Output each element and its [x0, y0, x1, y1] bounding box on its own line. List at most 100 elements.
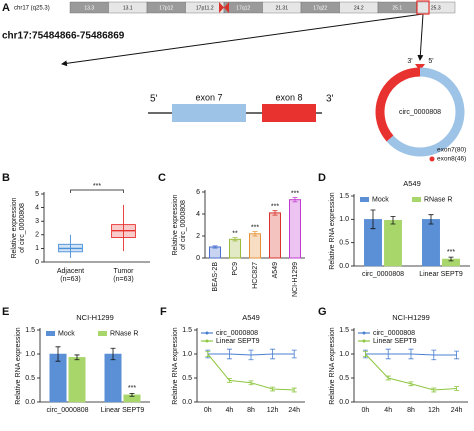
- error-bar: [370, 209, 376, 230]
- x-tick-label: 12h: [428, 407, 440, 414]
- y-tick-label: 1.5: [25, 327, 35, 334]
- band-label: 13.3: [84, 5, 94, 11]
- x-tick-label: 24h: [288, 407, 300, 414]
- x-tick-label: PC9: [232, 262, 239, 276]
- bar: [384, 220, 402, 267]
- circ-ring: [375, 67, 465, 157]
- legend-swatch: [412, 197, 421, 202]
- error-bar: [448, 256, 454, 262]
- error-bar: [248, 380, 254, 386]
- error-bar: [385, 375, 391, 381]
- legend-swatch: [429, 156, 435, 162]
- bar: [104, 353, 122, 403]
- legend-label: Linear SEPT9: [216, 338, 260, 345]
- panel-label: G: [318, 306, 327, 318]
- chart-title: A549: [403, 179, 421, 188]
- centromere: [219, 2, 229, 13]
- band-label: 24.2: [354, 5, 364, 11]
- error-bar: [248, 349, 254, 361]
- y-axis-label: of circ_0000808: [180, 200, 187, 250]
- y-tick-label: 1.5: [339, 327, 349, 334]
- bar: [249, 233, 261, 259]
- exon-box: [262, 104, 316, 122]
- circ-label: circ_0000808: [399, 109, 441, 116]
- error-bar: [292, 197, 298, 203]
- y-tick-label: 3: [35, 218, 39, 225]
- significance: ***: [128, 385, 136, 392]
- y-tick-label: 0.5: [339, 375, 349, 382]
- y-axis-label: Relative expression: [11, 197, 18, 258]
- bar: [229, 238, 241, 259]
- exon-label: exon 8: [275, 92, 302, 102]
- legend-swatch: [205, 339, 209, 343]
- legend-swatch: [362, 339, 366, 343]
- locus-marker: [416, 0, 430, 15]
- legend-label: Linear SEPT9: [373, 338, 417, 345]
- error-bar: [226, 348, 232, 360]
- legend-label: exon7(80): [437, 147, 466, 154]
- band-label: 17q12: [236, 5, 250, 11]
- significance: ***: [291, 190, 299, 197]
- panel-label: F: [160, 306, 167, 318]
- x-tick-label: Adjacent: [57, 268, 84, 275]
- error-bar: [454, 386, 460, 391]
- x-tick-label: NCI-H1299: [292, 262, 299, 297]
- band-label: 25.3: [431, 5, 441, 11]
- y-tick-label: 0.5: [182, 375, 192, 382]
- x-tick-label: 4h: [226, 407, 234, 414]
- panel-label: D: [318, 172, 326, 184]
- y-axis-label: of circ_0000808: [19, 203, 26, 253]
- legend-label: RNase R: [110, 330, 138, 337]
- y-tick-label: 1.0: [339, 216, 349, 223]
- error-bar: [431, 387, 437, 393]
- error-bar: [205, 351, 211, 357]
- legend-swatch: [205, 331, 209, 335]
- error-bar: [291, 387, 297, 393]
- error-bar: [74, 354, 80, 361]
- error-bar: [252, 231, 258, 237]
- y-tick-label: 1.0: [339, 351, 349, 358]
- legend-label: circ_0000808: [373, 330, 415, 337]
- y-tick-label: 1.5: [182, 327, 192, 334]
- legend-swatch: [98, 331, 107, 336]
- band-label: 17p11.2: [196, 5, 214, 11]
- error-bar: [428, 214, 434, 225]
- x-tick-label: 12h: [267, 407, 279, 414]
- y-axis-label: Relative RNA expression: [15, 327, 22, 405]
- significance: ***: [93, 183, 101, 190]
- error-bar: [385, 348, 391, 360]
- end-label: 5': [428, 58, 433, 65]
- bar: [289, 199, 301, 259]
- legend-label: Mock: [58, 330, 75, 337]
- x-tick-note: (n=63): [60, 276, 80, 283]
- x-tick-label: Tumor: [114, 268, 135, 275]
- error-bar: [226, 378, 232, 383]
- x-tick-label: Linear SEPT9: [419, 271, 463, 278]
- panel-label: B: [2, 172, 10, 184]
- legend-swatch: [429, 147, 435, 153]
- zoom-arrow: [417, 13, 424, 61]
- error-bar: [232, 237, 238, 242]
- x-tick-label: 0h: [204, 407, 212, 414]
- legend-swatch: [46, 331, 55, 336]
- exon-box: [172, 104, 246, 122]
- ring-segment: [375, 67, 421, 142]
- band-label: 25.1: [392, 5, 402, 11]
- y-tick-label: 0.0: [339, 263, 349, 270]
- error-bar: [362, 351, 368, 357]
- y-tick-label: 1.0: [182, 351, 192, 358]
- exon-label: exon 7: [195, 92, 222, 102]
- y-tick-label: 0.0: [339, 399, 349, 406]
- band-label: 17q22: [313, 5, 327, 11]
- error-bar: [129, 392, 135, 397]
- legend-label: circ_0000808: [216, 330, 258, 337]
- end-label: 3': [407, 58, 412, 65]
- chart-title: NCI-H1299: [392, 313, 430, 322]
- y-axis-label: Relative RNA expression: [172, 327, 179, 405]
- error-bar: [291, 349, 297, 359]
- y-tick-label: 0.5: [339, 240, 349, 247]
- y-tick-label: 0.5: [25, 375, 35, 382]
- y-tick-label: 0.0: [182, 399, 192, 406]
- x-tick-label: A549: [272, 262, 279, 278]
- y-tick-label: 2: [196, 233, 200, 240]
